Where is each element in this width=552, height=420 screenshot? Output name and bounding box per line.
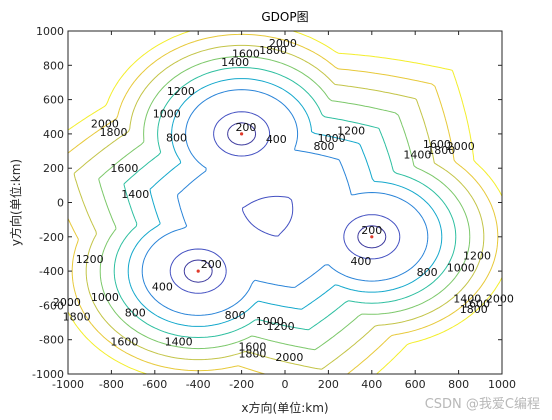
contour-label: 2000 — [269, 37, 297, 50]
contour-label: 1800 — [100, 126, 128, 139]
contour-label: 2000 — [486, 293, 514, 306]
contour-label: 2000 — [447, 140, 475, 153]
contour-label: 1600 — [462, 298, 490, 311]
station-point — [240, 132, 244, 136]
x-tick-label: 600 — [405, 378, 426, 391]
contour-label: 400 — [266, 133, 287, 146]
contour-label: 1400 — [453, 293, 481, 306]
contour-label: 1400 — [121, 188, 149, 201]
x-tick-label: -800 — [99, 378, 124, 391]
contour-label: 1000 — [318, 132, 346, 145]
contour-label: 200 — [235, 121, 256, 134]
x-tick-label: 800 — [448, 378, 469, 391]
contour-label: 800 — [125, 306, 146, 319]
contour-label: 1800 — [63, 311, 91, 324]
y-tick-label: 600 — [43, 94, 64, 107]
contour-label: 2000 — [53, 296, 81, 309]
plot-area — [68, 31, 502, 374]
contour-label: 1200 — [76, 253, 104, 266]
x-tick-label: 200 — [318, 378, 339, 391]
contour-label: 1600 — [110, 335, 138, 348]
contour-label: 400 — [350, 255, 371, 268]
contour-level-1200 — [113, 67, 457, 338]
x-axis-label: x方向(单位:km) — [241, 400, 328, 415]
x-tick-label: 400 — [361, 378, 382, 391]
y-tick-label: -200 — [39, 231, 64, 244]
station-point — [196, 269, 200, 273]
contour-label: 1000 — [91, 291, 119, 304]
contour-label: 1400 — [403, 148, 431, 161]
contour-level-1600 — [73, 44, 485, 370]
contour-level-1400 — [98, 55, 471, 351]
contour-label: 1600 — [238, 341, 266, 354]
contour-level-800 — [141, 89, 429, 316]
y-tick-label: 1000 — [36, 25, 64, 38]
contour-labels: 2000180016001400120010008002000180016001… — [53, 37, 514, 364]
watermark: CSDN @我爱C编程 — [425, 397, 540, 412]
contour-label: 1600 — [423, 138, 451, 151]
contour-level-200 — [183, 122, 387, 283]
contour-label: 1800 — [460, 303, 488, 316]
x-tick-label: -600 — [142, 378, 167, 391]
y-tick-label: -400 — [39, 265, 64, 278]
contour-label: 1000 — [447, 262, 475, 275]
contour-label: 800 — [417, 266, 438, 279]
contour-label: 1200 — [463, 250, 491, 263]
contour-label: 1400 — [165, 335, 193, 348]
contour-label: 800 — [225, 309, 246, 322]
contour-label: 1800 — [238, 347, 266, 360]
contour-level-1000 — [127, 78, 443, 327]
contour-label: 1800 — [427, 144, 455, 157]
contour-label: 2000 — [275, 351, 303, 364]
station-markers — [196, 132, 374, 273]
contour-label: 1600 — [110, 162, 138, 175]
contour-label: 1400 — [221, 56, 249, 69]
contour-label: 1200 — [267, 320, 295, 333]
contour-label: 800 — [314, 140, 335, 153]
y-tick-label: 0 — [57, 197, 64, 210]
y-tick-label: -800 — [39, 334, 64, 347]
y-tick-label: -600 — [39, 299, 64, 312]
contour-label: 1000 — [256, 315, 284, 328]
station-point — [370, 235, 374, 239]
x-tick-label: -400 — [186, 378, 211, 391]
y-axis-label: y方向(单位:km) — [8, 159, 23, 246]
x-tick-label: -1000 — [52, 378, 84, 391]
contour-label: 1800 — [259, 44, 287, 57]
y-tick-label: -1000 — [32, 368, 64, 381]
x-tick-label: 0 — [282, 378, 289, 391]
chart-title: GDOP图 — [261, 10, 308, 24]
y-tick-label: 400 — [43, 128, 64, 141]
contour-label: 2000 — [91, 118, 119, 131]
contour-level-2000 — [67, 30, 503, 375]
contour-label: 400 — [152, 281, 173, 294]
x-tick-label: 1000 — [488, 378, 516, 391]
contour-label: 800 — [166, 131, 187, 144]
contour-level-1800 — [67, 33, 499, 375]
contour-label: 1200 — [337, 124, 365, 137]
contour-label: 1000 — [153, 107, 181, 120]
contour-label: 200 — [361, 224, 382, 237]
contour-lines — [67, 30, 503, 375]
contour-label: 1200 — [167, 85, 195, 98]
x-tick-label: -200 — [229, 378, 254, 391]
contour-level-400 — [169, 111, 401, 294]
y-tick-label: 200 — [43, 162, 64, 175]
contour-label: 200 — [201, 258, 222, 271]
contour-label: 1600 — [232, 47, 260, 60]
x-axis-ticks: -1000 -800 -600 -400 -200 0 200 400 600 800 1000 — [52, 31, 516, 391]
y-tick-label: 800 — [43, 59, 64, 72]
